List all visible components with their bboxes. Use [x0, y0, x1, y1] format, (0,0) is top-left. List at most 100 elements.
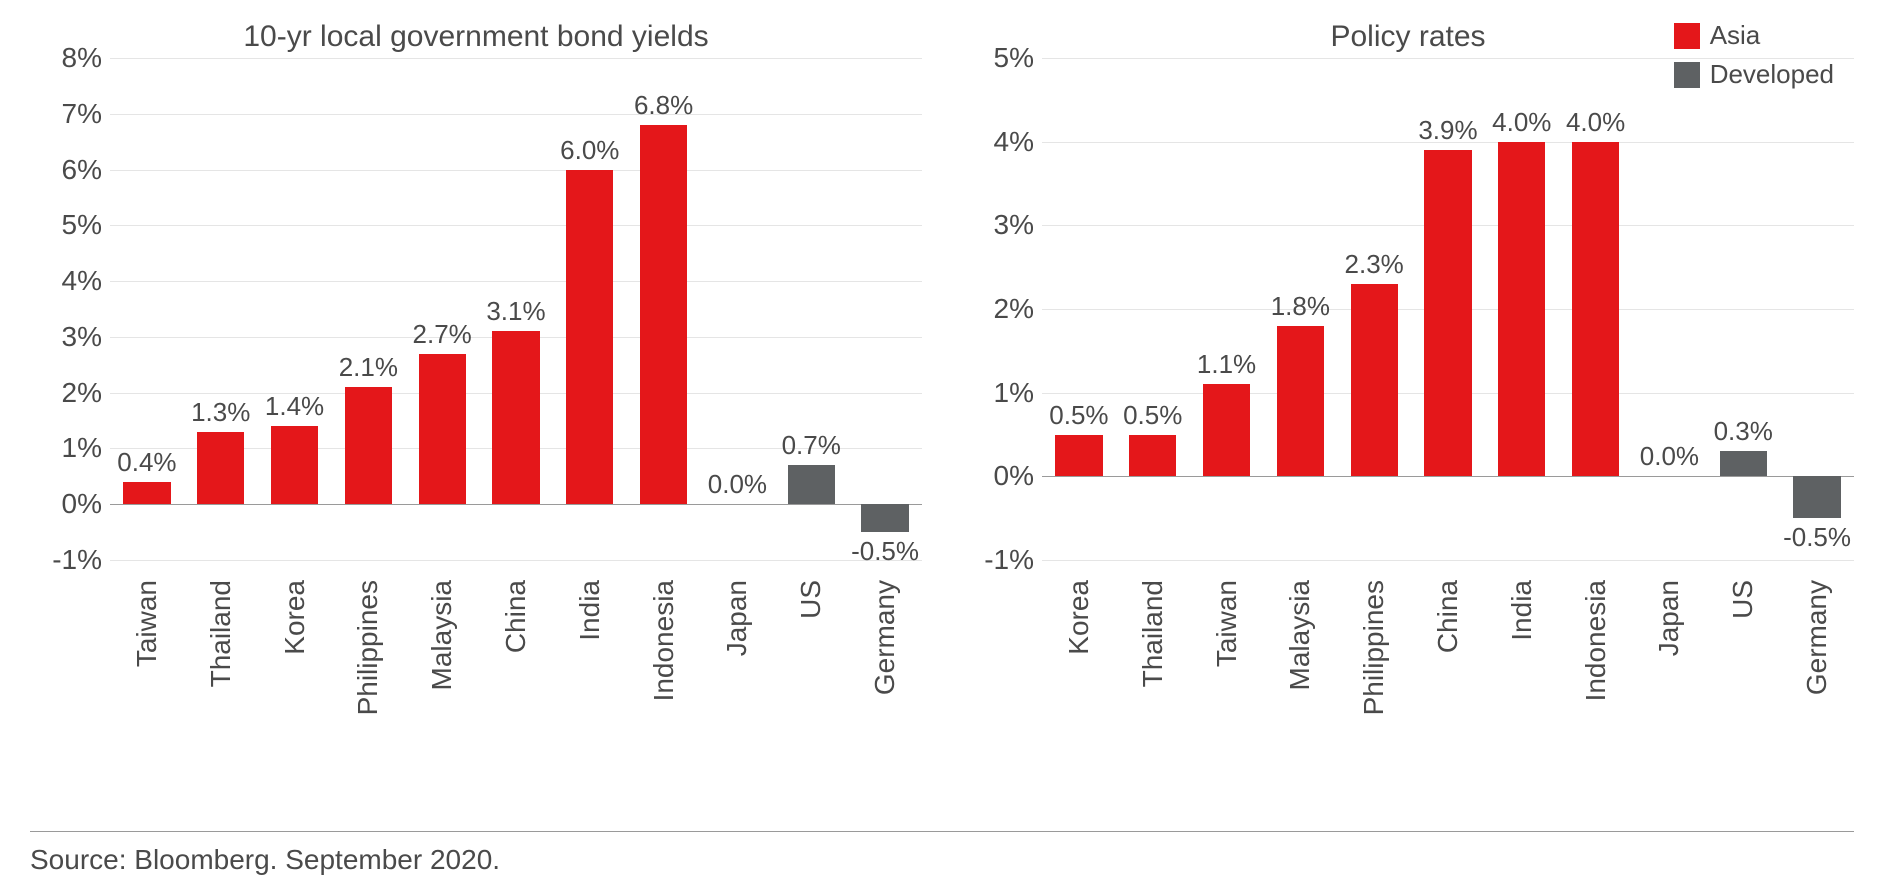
bar-value-label: 2.1%: [339, 352, 398, 383]
bar: [1055, 435, 1102, 477]
bar-slot: 4.0%: [1559, 58, 1633, 560]
x-tick-label: Korea: [1063, 580, 1095, 655]
y-tick-label: 3%: [62, 321, 102, 353]
y-tick-label: 0%: [62, 488, 102, 520]
x-tick: Germany: [1780, 560, 1854, 810]
y-tick-label: 0%: [994, 460, 1034, 492]
bar-slot: 6.0%: [553, 58, 627, 560]
bar-value-label: 1.4%: [265, 391, 324, 422]
bar: [197, 432, 244, 505]
bar-value-label: 0.5%: [1049, 400, 1108, 431]
chart-title: 10-yr local government bond yields: [30, 20, 922, 54]
x-tick-label: Germany: [869, 580, 901, 695]
bar: [1572, 142, 1619, 477]
figure-container: 10-yr local government bond yields8% 7% 6%…: [0, 0, 1884, 896]
bar: [271, 426, 318, 504]
y-tick-label: 8%: [62, 42, 102, 74]
y-tick-label: 2%: [994, 293, 1034, 325]
bar: [1793, 476, 1840, 518]
bar: [123, 482, 170, 504]
x-tick-label: Japan: [1653, 580, 1685, 656]
bar-slot: 1.8%: [1263, 58, 1337, 560]
x-tick-label: US: [795, 580, 827, 619]
x-tick: Korea: [258, 560, 332, 810]
x-tick-label: Japan: [721, 580, 753, 656]
y-tick-label: 1%: [62, 432, 102, 464]
source-text: Source: Bloomberg. September 2020.: [30, 844, 1854, 876]
x-tick: Taiwan: [1190, 560, 1264, 810]
x-tick-label: Philippines: [352, 580, 384, 715]
bar-value-label: 0.7%: [782, 430, 841, 461]
bar-value-label: 1.3%: [191, 397, 250, 428]
plot-area: 0.4% 1.3% 1.4% 2.1%2.7%3.1%6.0%6.8% 0.0% 0.7%…: [110, 58, 922, 560]
x-tick: Philippines: [331, 560, 405, 810]
x-tick: Malaysia: [405, 560, 479, 810]
bars-row: 0.5%0.5%1.1%1.8%2.3%3.9%4.0%4.0%0.0%0.3%…: [1042, 58, 1854, 560]
x-tick: Japan: [701, 560, 775, 810]
y-tick-label: 7%: [62, 98, 102, 130]
bar-slot: 3.1%: [479, 58, 553, 560]
y-tick-label: -1%: [52, 544, 102, 576]
bars-row: 0.4% 1.3% 1.4% 2.1%2.7%3.1%6.0%6.8% 0.0% 0.7%…: [110, 58, 922, 560]
y-tick-label: 5%: [994, 42, 1034, 74]
footer-region: Source: Bloomberg. September 2020.: [30, 831, 1854, 876]
x-tick-label: Taiwan: [1211, 580, 1243, 667]
x-tick: Indonesia: [627, 560, 701, 810]
x-tick: India: [1485, 560, 1559, 810]
y-tick-label: 6%: [62, 154, 102, 186]
bar-slot: 2.7%: [405, 58, 479, 560]
bar: [788, 465, 835, 504]
bar-slot: 6.8%: [627, 58, 701, 560]
x-tick: Indonesia: [1559, 560, 1633, 810]
y-tick-label: 2%: [62, 377, 102, 409]
bar-value-label: 3.9%: [1418, 115, 1477, 146]
bar: [861, 504, 908, 532]
bar-value-label: 6.8%: [634, 90, 693, 121]
chart-body: 5%4%3%2%1%0%-1%0.5%0.5%1.1%1.8%2.3%3.9%4…: [962, 58, 1854, 560]
x-axis: Korea Thailand Taiwan Malaysia PhilippinesCh…: [1042, 560, 1854, 810]
x-tick: China: [479, 560, 553, 810]
x-tick-label: Indonesia: [1580, 580, 1612, 701]
y-axis: 5%4%3%2%1%0%-1%: [962, 58, 1042, 560]
bar: [1203, 384, 1250, 476]
x-tick-label: Korea: [279, 580, 311, 655]
charts-row: 10-yr local government bond yields8% 7% 6%…: [30, 20, 1854, 810]
bar-value-label: -0.5%: [1783, 522, 1851, 553]
bar-slot: 0.7%: [774, 58, 848, 560]
bar-slot: 1.1%: [1190, 58, 1264, 560]
bar-slot: 2.3%: [1337, 58, 1411, 560]
y-tick-label: -1%: [984, 544, 1034, 576]
bar-slot: -0.5%: [1780, 58, 1854, 560]
bar: [640, 125, 687, 504]
bar-slot: 0.5%: [1116, 58, 1190, 560]
legend-label: Asia: [1710, 20, 1761, 51]
x-tick-label: Germany: [1801, 580, 1833, 695]
bar-value-label: 2.3%: [1345, 249, 1404, 280]
bar-slot: 0.0%: [701, 58, 775, 560]
x-tick-label: Thailand: [1137, 580, 1169, 687]
bar: [492, 331, 539, 504]
y-axis: 8%7%6%5%4%3%2%1%0%-1%: [30, 58, 110, 560]
bar-slot: 1.3%: [184, 58, 258, 560]
bar: [1720, 451, 1767, 476]
bar: [1351, 284, 1398, 476]
legend-item: Developed: [1674, 59, 1834, 90]
bar-value-label: 0.0%: [708, 469, 767, 500]
legend-swatch: [1674, 62, 1700, 88]
x-tick-label: US: [1727, 580, 1759, 619]
x-tick-label: Taiwan: [131, 580, 163, 667]
legend: Asia Developed: [1674, 20, 1834, 90]
bar-value-label: 4.0%: [1492, 107, 1551, 138]
x-tick: Philippines: [1337, 560, 1411, 810]
x-tick-label: Malaysia: [426, 580, 458, 690]
y-tick-label: 5%: [62, 209, 102, 241]
y-tick-label: 1%: [994, 377, 1034, 409]
x-tick: China: [1411, 560, 1485, 810]
x-tick: Korea: [1042, 560, 1116, 810]
bar-value-label: 1.8%: [1271, 291, 1330, 322]
x-tick-label: Malaysia: [1284, 580, 1316, 690]
x-tick-label: India: [1506, 580, 1538, 641]
separator-line: [30, 831, 1854, 832]
bar-value-label: 0.4%: [117, 447, 176, 478]
x-axis: TaiwanThailandKoreaPhilippinesMalaysiaCh…: [110, 560, 922, 810]
